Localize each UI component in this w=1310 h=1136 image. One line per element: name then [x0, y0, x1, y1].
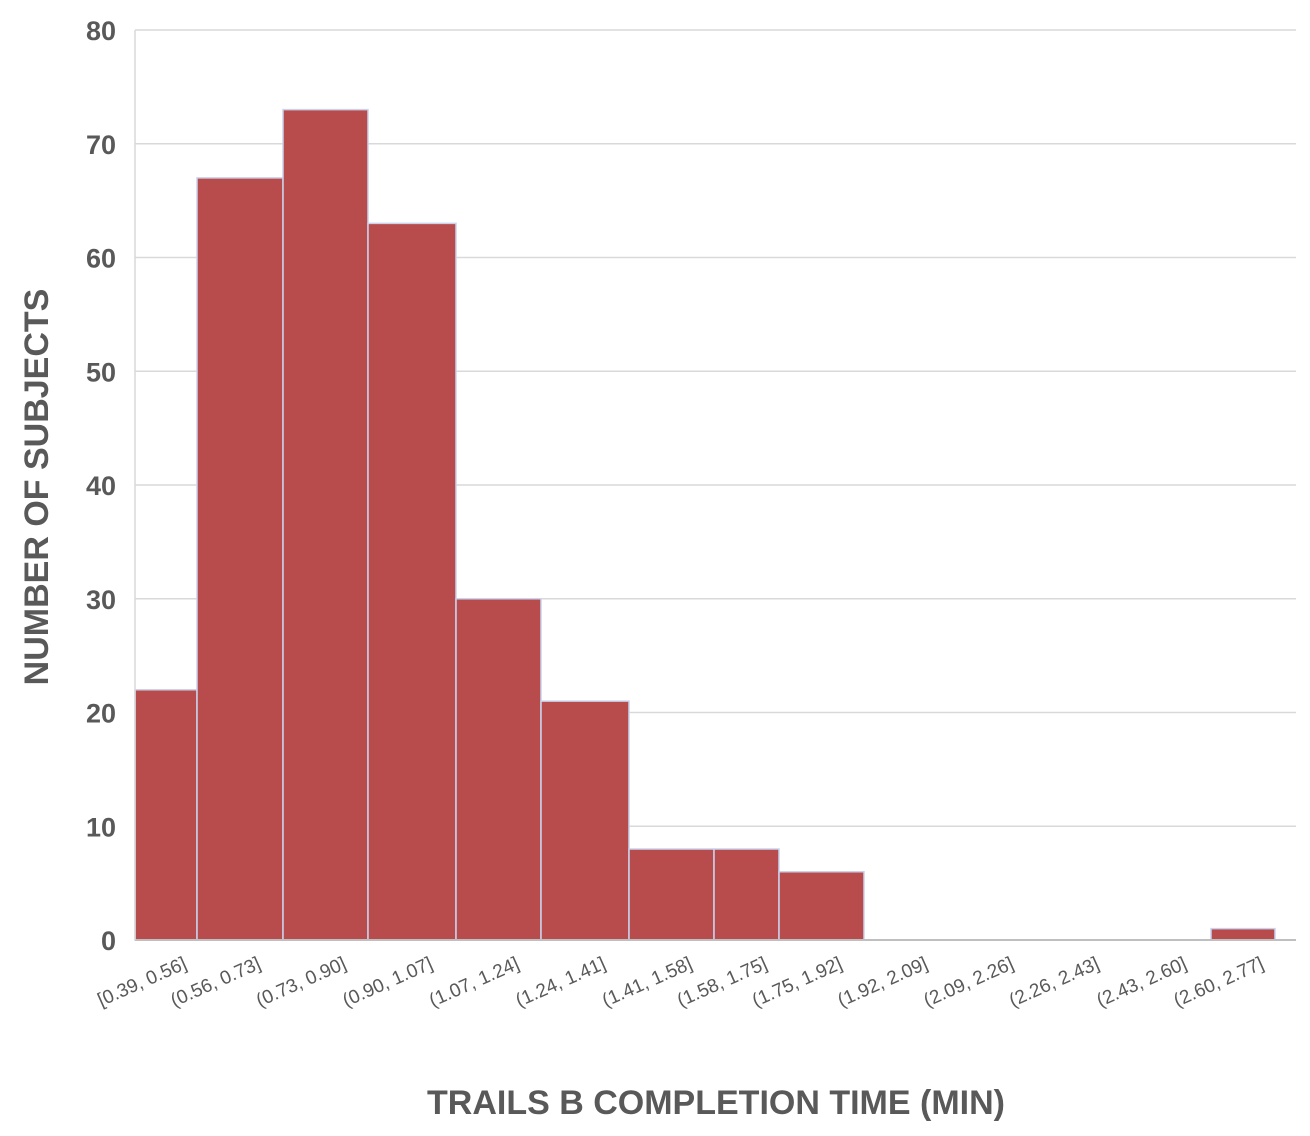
histogram-bar [628, 848, 715, 941]
y-tick-labels: 0 10 20 30 40 50 60 70 80 [86, 16, 116, 956]
y-tick-label: 60 [86, 244, 116, 274]
y-tick-label: 0 [101, 926, 116, 956]
y-tick-label: 30 [86, 585, 116, 615]
histogram-bar [713, 848, 780, 941]
x-tick-label: (0.73, 0.90] [253, 953, 349, 1011]
y-axis-title: NUMBER OF SUBJECTS [18, 289, 56, 686]
histogram-bar [778, 871, 865, 941]
x-tick-label: (1.92, 2.09] [835, 953, 931, 1011]
histogram-bar [455, 598, 542, 941]
x-tick-label: (2.09, 2.26] [921, 953, 1017, 1011]
x-tick-label: (0.90, 1.07] [340, 953, 436, 1011]
x-tick-label: (1.24, 1.41] [513, 953, 609, 1011]
histogram-bar [367, 222, 457, 941]
histogram-bar [540, 700, 630, 941]
x-axis-title: TRAILS B COMPLETION TIME (MIN) [427, 1084, 1005, 1122]
y-tick-label: 50 [86, 357, 116, 387]
y-tick-label: 80 [86, 16, 116, 46]
y-tick-label: 70 [86, 130, 116, 160]
y-tick-label: 20 [86, 699, 116, 729]
y-tick-label: 40 [86, 471, 116, 501]
histogram-bar [134, 689, 198, 941]
histogram-bar [196, 177, 284, 941]
histogram-bar [1210, 927, 1276, 941]
y-tick-label: 10 [86, 812, 116, 842]
histogram-bar [282, 108, 369, 941]
bars [134, 108, 1276, 941]
x-tick-label: (2.26, 2.43] [1006, 953, 1102, 1011]
x-tick-labels: [0.39, 0.56](0.56, 0.73](0.73, 0.90](0.9… [95, 953, 1267, 1011]
x-tick-label: (1.07, 1.24] [426, 953, 522, 1011]
